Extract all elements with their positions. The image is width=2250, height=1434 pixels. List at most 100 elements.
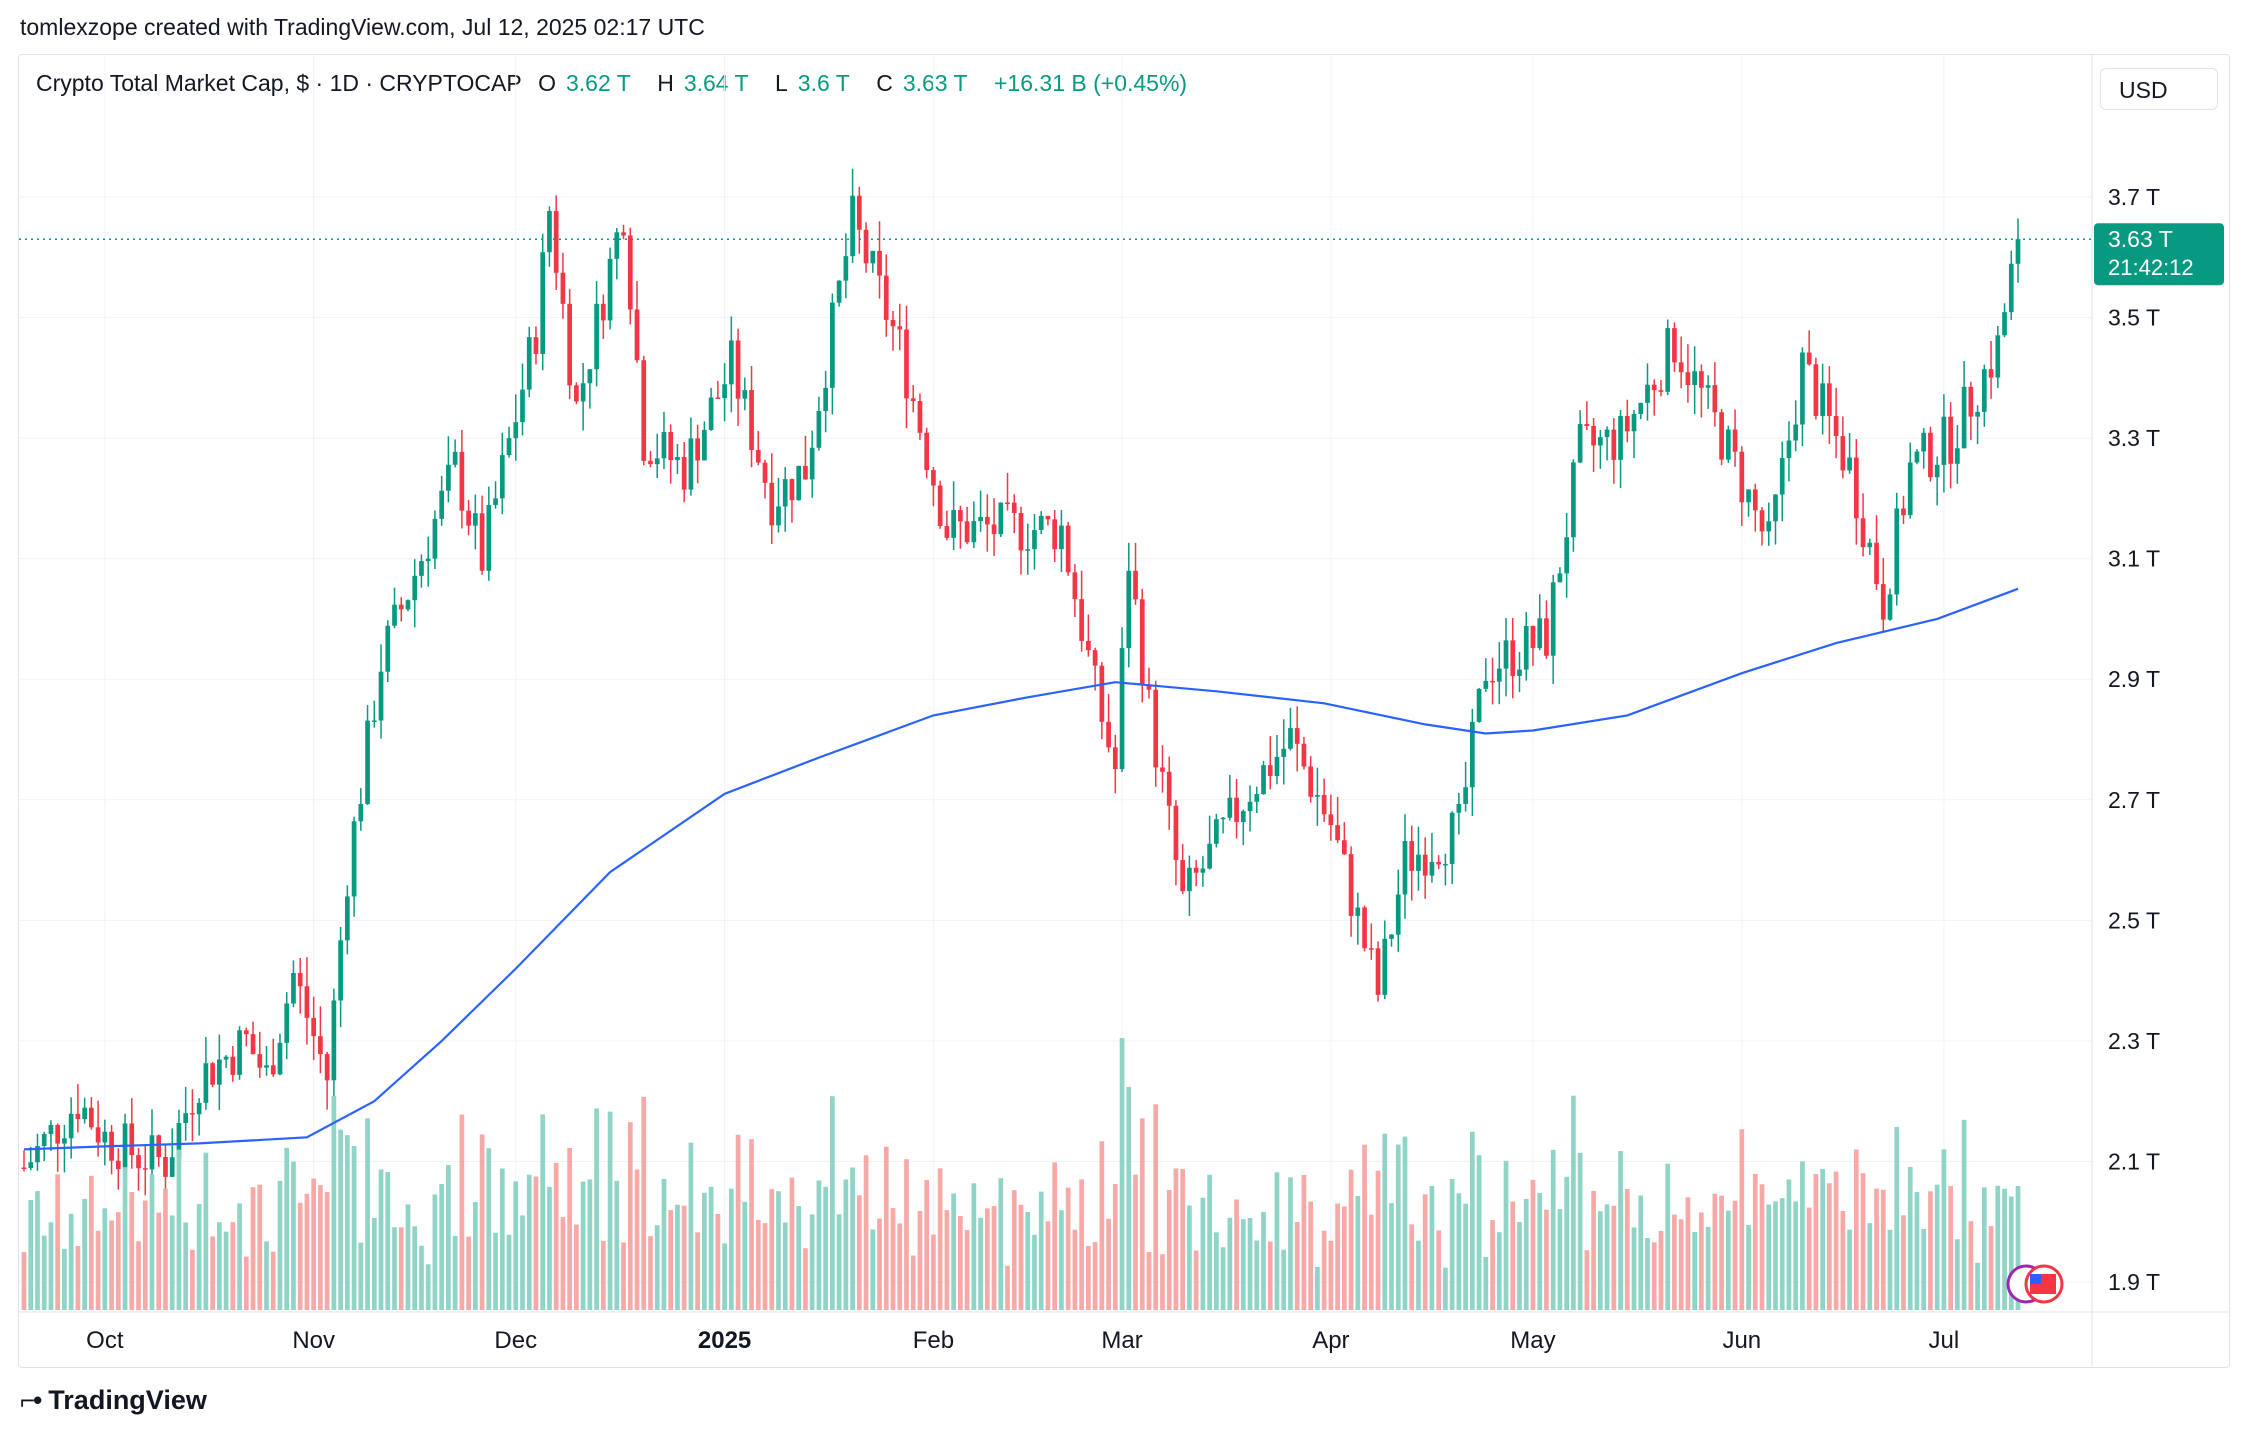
volume-bar: [196, 1204, 202, 1310]
volume-bar: [1126, 1086, 1132, 1310]
candle-down: [311, 1017, 317, 1037]
volume-bar: [1584, 1250, 1590, 1310]
volume-bar: [1766, 1204, 1772, 1310]
volume-bar: [1065, 1187, 1071, 1310]
candle-down: [681, 456, 687, 490]
volume-bar: [1220, 1247, 1226, 1310]
volume-bar: [419, 1245, 424, 1310]
candle-up: [1207, 843, 1212, 869]
volume-bar: [971, 1183, 977, 1310]
volume-bar: [1429, 1185, 1435, 1310]
volume-bar: [1153, 1104, 1159, 1310]
volume-bar: [1092, 1242, 1098, 1310]
volume-bar: [331, 1096, 337, 1310]
candle-down: [1490, 680, 1495, 683]
candle-down: [1672, 328, 1677, 363]
volume-bar: [776, 1191, 781, 1310]
volume-bar: [1483, 1256, 1489, 1310]
volume-bar: [1618, 1151, 1623, 1310]
candle-up: [1247, 801, 1253, 812]
us-flag-canton: [2030, 1274, 2041, 1284]
volume-bar: [1261, 1211, 1266, 1310]
candle-down: [755, 449, 761, 463]
volume-bar: [695, 1232, 700, 1310]
x-tick-label: Jun: [1722, 1327, 1761, 1354]
candle-up: [1261, 765, 1266, 795]
candle-up: [1288, 728, 1293, 749]
volume-bar: [1948, 1186, 1953, 1310]
volume-bar: [324, 1192, 330, 1310]
candle-up: [782, 479, 788, 507]
candle-down: [129, 1123, 135, 1156]
candle-up: [385, 625, 391, 672]
candle-up: [48, 1124, 54, 1135]
volume-bar: [1227, 1217, 1233, 1310]
candle-up: [196, 1102, 202, 1115]
candle-down: [533, 337, 539, 354]
candle-up: [1517, 669, 1522, 676]
candle-up: [1537, 618, 1543, 649]
volume-bar: [1880, 1189, 1886, 1310]
volume-bar: [681, 1205, 687, 1310]
volume-bar: [506, 1234, 512, 1310]
volume-bar: [1597, 1211, 1603, 1310]
volume-bar: [1739, 1129, 1745, 1310]
candle-up: [1934, 464, 1940, 478]
candle-up: [816, 411, 822, 448]
volume-bar: [688, 1142, 694, 1310]
volume-bar: [223, 1231, 229, 1310]
candle-up: [870, 250, 876, 264]
candle-down: [1409, 841, 1415, 871]
candle-up: [35, 1146, 40, 1163]
currency-button[interactable]: USD: [2100, 68, 2218, 110]
candle-up: [654, 458, 660, 465]
candle-up: [850, 195, 855, 257]
volume-bar: [782, 1222, 788, 1310]
volume-bar: [1914, 1192, 1920, 1310]
volume-bar: [55, 1174, 61, 1310]
candle-down: [1685, 372, 1691, 386]
candle-up: [1907, 462, 1913, 516]
volume-bar: [1604, 1204, 1610, 1310]
volume-bar: [203, 1152, 209, 1310]
candle-up: [702, 429, 707, 461]
volume-bar: [142, 1200, 148, 1310]
volume-bar: [243, 1256, 249, 1310]
price-tag-value: 3.63 T: [2108, 226, 2173, 252]
candle-down: [230, 1056, 236, 1075]
volume-bar: [1624, 1189, 1630, 1310]
volume-bar: [958, 1215, 963, 1310]
volume-bar: [412, 1226, 418, 1310]
candle-down: [210, 1063, 215, 1085]
volume-bar: [1813, 1174, 1819, 1310]
candle-down: [749, 390, 754, 450]
candle-down: [1234, 797, 1239, 823]
candle-down: [1092, 650, 1098, 666]
volume-bar: [486, 1148, 492, 1310]
volume-bar: [607, 1111, 613, 1310]
volume-bar: [1860, 1173, 1866, 1310]
volume-bar: [1234, 1199, 1239, 1310]
volume-bar: [1847, 1229, 1852, 1310]
volume-bar: [1725, 1210, 1731, 1310]
candle-down: [1510, 640, 1516, 676]
candle-up: [378, 671, 384, 721]
candle-up: [1402, 841, 1408, 895]
price-tag: [2094, 223, 2224, 286]
volume-bar: [984, 1208, 990, 1310]
candle-up: [183, 1113, 189, 1124]
symbol-title[interactable]: Crypto Total Market Cap, $ · 1D · CRYPTO…: [36, 70, 522, 96]
candle-down: [944, 525, 950, 538]
volume-bar: [863, 1155, 869, 1310]
volume-bar: [351, 1146, 357, 1310]
candle-up: [338, 940, 343, 1001]
volume-bar: [102, 1208, 108, 1310]
volume-bar: [1672, 1214, 1677, 1310]
candle-down: [89, 1107, 94, 1128]
candle-down: [600, 303, 606, 321]
candle-up: [284, 1003, 290, 1043]
volume-bar: [318, 1185, 323, 1310]
volume-bar: [28, 1199, 34, 1310]
volume-bar: [1072, 1229, 1078, 1310]
